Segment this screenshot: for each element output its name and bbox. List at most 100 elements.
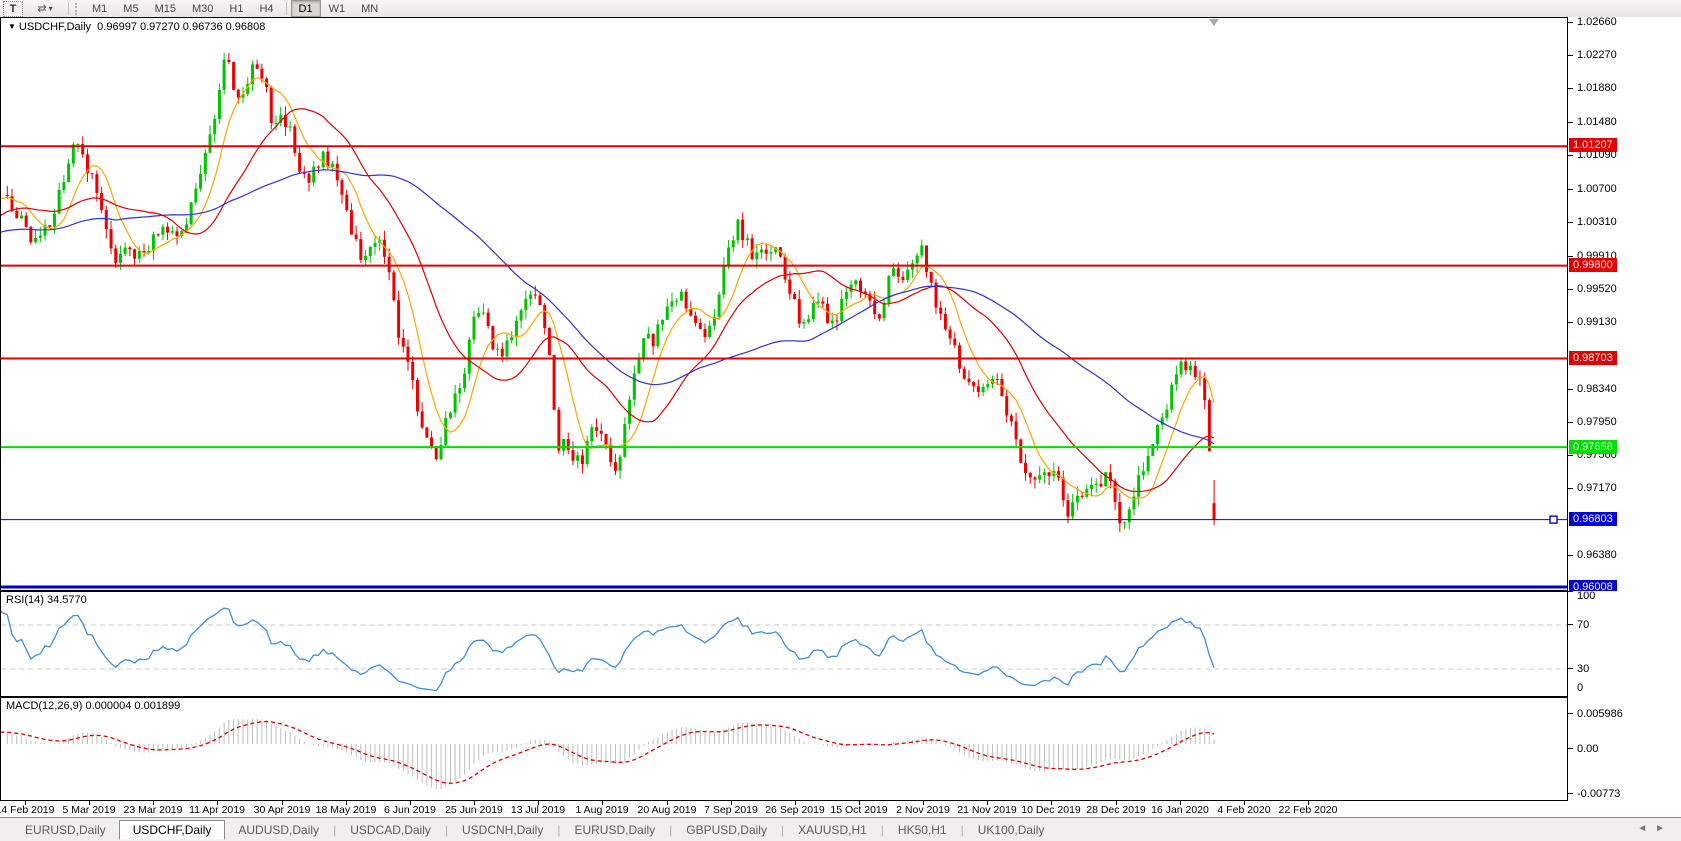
- date-axis-label: 22 Feb 2020: [1278, 804, 1338, 816]
- toolbar: T ⇄ ▾ M1 M5 M15 M30 H1 H4 D1 W1 MN: [0, 0, 1681, 18]
- price-axis-label: 1.01090: [1577, 149, 1617, 161]
- price-axis-tick: [1568, 88, 1573, 89]
- chart-tab-EURUSD-Daily[interactable]: EURUSD,Daily: [25, 823, 106, 837]
- date-axis-label: 28 Dec 2019: [1086, 804, 1146, 816]
- rsi-axis-tick: [1568, 668, 1573, 669]
- price-axis[interactable]: 1.02660 1.02270 1.01880 1.01480 1.01090 1.007…: [1568, 16, 1681, 594]
- price-axis-label: 0.99130: [1577, 316, 1617, 328]
- date-axis-tick: [795, 801, 796, 805]
- toolbar-grip: [75, 2, 80, 15]
- macd-axis-tick: [1568, 793, 1573, 794]
- date-axis-label: 13 Jul 2019: [510, 804, 566, 816]
- date-axis-label: 1 Aug 2019: [575, 804, 629, 816]
- chart-region: ▼ USDCHF,Daily 0.96997 0.97270 0.96736 0.…: [0, 16, 1681, 817]
- price-line-badge: 0.98703: [1569, 351, 1617, 365]
- tab-separator: |: [880, 823, 884, 837]
- date-axis-tick: [346, 801, 347, 805]
- chart-tab-USDCNH-Daily[interactable]: USDCNH,Daily: [462, 823, 544, 837]
- timeframe-button-M5[interactable]: M5: [123, 2, 139, 15]
- date-axis-label: 20 Aug 2019: [637, 804, 697, 816]
- chart-tab-USDCAD-Daily[interactable]: USDCAD,Daily: [350, 823, 431, 837]
- timeframe-button-M15[interactable]: M15: [154, 2, 176, 15]
- price-axis-tick: [1568, 389, 1573, 390]
- date-axis-label: 11 Apr 2019: [189, 804, 245, 816]
- date-axis-tick: [1244, 801, 1245, 805]
- date-axis-label: 15 Oct 2019: [830, 804, 888, 816]
- toolbar-separator: [68, 2, 69, 15]
- timeframe-button-H1[interactable]: H1: [229, 2, 244, 15]
- chart-tab-GBPUSD-Daily[interactable]: GBPUSD,Daily: [686, 823, 767, 837]
- chart-tab-AUDUSD-Daily[interactable]: AUDUSD,Daily: [238, 823, 320, 837]
- date-axis-tick: [1180, 801, 1181, 805]
- tab-separator: |: [333, 823, 337, 837]
- timeframe-button-D1[interactable]: D1: [290, 0, 321, 17]
- chart-tab-bar: EURUSD,Daily USDCHF,Daily AUDUSD,Daily | USD…: [0, 817, 1681, 841]
- rsi-panel[interactable]: RSI(14) 34.5770: [0, 591, 1568, 697]
- timeframe-button-W1[interactable]: W1: [328, 2, 346, 15]
- rsi-axis: 100 70 30 0: [1568, 590, 1681, 702]
- macd-axis-tick: [1568, 748, 1573, 749]
- collapse-arrow-icon[interactable]: ▼: [8, 22, 16, 31]
- tab-scroll-left-icon[interactable]: ◄: [1637, 823, 1656, 834]
- timeframe-button-MN[interactable]: MN: [361, 2, 379, 15]
- date-axis-label: 6 Jun 2019: [384, 804, 436, 816]
- toolbar-separator: [285, 2, 287, 15]
- date-axis-tick: [987, 801, 988, 805]
- macd-panel[interactable]: MACD(12,26,9) 0.000004 0.001899: [0, 697, 1568, 801]
- date-axis[interactable]: 14 Feb 2019 5 Mar 2019 23 Mar 2019 11 Apr 2…: [0, 801, 1568, 817]
- date-axis-tick: [89, 801, 90, 805]
- chart-tab-XAUUSD-H1[interactable]: XAUUSD,H1: [798, 823, 867, 837]
- tab-separator: |: [444, 823, 448, 837]
- date-axis-tick: [667, 801, 668, 805]
- macd-axis-tick: [1568, 713, 1573, 714]
- date-axis-tick: [731, 801, 732, 805]
- price-axis-tick: [1568, 22, 1573, 23]
- chart-tab-EURUSD-Daily[interactable]: EURUSD,Daily: [574, 823, 656, 837]
- date-axis-tick: [217, 801, 218, 805]
- date-axis-tick: [923, 801, 924, 805]
- chart-tab-USDCHF-Daily[interactable]: USDCHF,Daily: [118, 820, 226, 840]
- chart-tabs: EURUSD,Daily USDCHF,Daily AUDUSD,Daily | USD…: [12, 818, 1057, 841]
- tab-scroll-right-icon[interactable]: ►: [1655, 823, 1673, 834]
- price-axis-label: 1.00310: [1577, 216, 1617, 228]
- chart-tab-HK50-H1[interactable]: HK50,H1: [897, 823, 947, 837]
- timeframe-button-H4[interactable]: H4: [259, 2, 274, 15]
- chart-tab-UK100-Daily[interactable]: UK100,Daily: [977, 823, 1045, 837]
- tab-separator: |: [669, 823, 673, 837]
- price-axis-tick: [1568, 122, 1573, 123]
- text-tool-button[interactable]: T: [3, 0, 23, 17]
- rsi-axis-label: 70: [1577, 619, 1590, 631]
- timeframe-button-M1[interactable]: M1: [92, 2, 108, 15]
- indicators-button[interactable]: ⇄ ▾: [26, 1, 64, 17]
- date-axis-label: 10 Dec 2019: [1021, 804, 1081, 816]
- price-axis-tick: [1568, 55, 1573, 56]
- main-chart-panel[interactable]: ▼ USDCHF,Daily 0.96997 0.97270 0.96736 0.…: [0, 17, 1568, 591]
- price-axis-label: 0.96380: [1577, 549, 1617, 561]
- price-axis-label: 0.98340: [1577, 383, 1617, 395]
- chart-shift-marker-icon[interactable]: [1209, 19, 1219, 26]
- price-axis-tick: [1568, 322, 1573, 323]
- date-axis-tick: [538, 801, 539, 805]
- rsi-axis-label: 30: [1577, 663, 1590, 675]
- price-axis-tick: [1568, 155, 1573, 156]
- rsi-axis-label: 100: [1577, 590, 1596, 602]
- macd-axis: 0.005986 0.00 -0.00773: [1568, 697, 1681, 801]
- price-axis-tick: [1568, 189, 1573, 190]
- tab-separator: |: [960, 823, 964, 837]
- rsi-label: RSI(14) 34.5770: [6, 594, 87, 606]
- price-line-badge: 1.01207: [1569, 138, 1617, 152]
- date-axis-label: 5 Mar 2019: [62, 804, 116, 816]
- dropdown-caret-icon: ▾: [48, 4, 53, 13]
- price-axis-tick: [1568, 256, 1573, 257]
- rsi-axis-tick: [1568, 591, 1573, 592]
- price-axis-label: 1.02660: [1577, 16, 1617, 28]
- price-line-badge: 0.96008: [1569, 580, 1617, 594]
- date-axis-label: 4 Feb 2020: [1217, 804, 1271, 816]
- price-axis-label: 0.97950: [1577, 416, 1617, 428]
- timeframe-button-M30[interactable]: M30: [191, 2, 214, 15]
- date-axis-label: 26 Sep 2019: [765, 804, 825, 816]
- date-axis-label: 21 Nov 2019: [957, 804, 1017, 816]
- date-axis-tick: [859, 801, 860, 805]
- date-axis-label: 23 Mar 2019: [123, 804, 183, 816]
